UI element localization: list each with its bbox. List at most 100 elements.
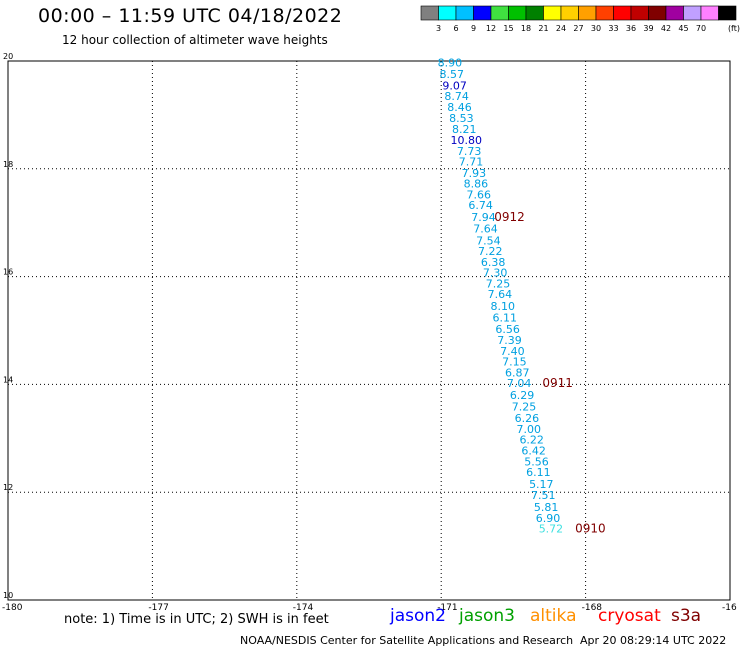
colorbar-unit: (ft) <box>728 24 740 33</box>
colorbar-swatch <box>683 5 702 21</box>
colorbar-label: 36 <box>626 24 636 33</box>
y-tick-label: 16 <box>3 268 13 277</box>
footer-note: note: 1) Time is in UTC; 2) SWH is in fe… <box>64 612 329 627</box>
swh-label: 7.15 <box>502 356 527 369</box>
colorbar-label: 15 <box>503 24 513 33</box>
y-tick-label: 18 <box>3 160 13 169</box>
swh-label: 6.90 <box>536 512 561 525</box>
swh-label: 9.07 <box>442 80 467 93</box>
swh-label: 7.22 <box>478 245 503 258</box>
time-label: 0911 <box>542 376 573 390</box>
colorbar-swatch <box>718 5 737 21</box>
colorbar-label: 42 <box>661 24 671 33</box>
colorbar-swatch <box>455 5 474 21</box>
swh-label: 6.26 <box>515 412 540 425</box>
swh-label: 7.71 <box>459 156 484 169</box>
colorbar-swatch <box>630 5 649 21</box>
y-tick-label: 20 <box>3 52 13 61</box>
colorbar-swatch <box>700 5 719 21</box>
colorbar-label: 6 <box>453 24 458 33</box>
swh-label: 8.57 <box>440 68 465 81</box>
colorbar-swatch <box>560 5 579 21</box>
swh-label: 8.90 <box>438 56 463 69</box>
swh-label: 8.74 <box>444 90 469 103</box>
swh-label: 10.80 <box>450 134 482 147</box>
swh-label: 6.56 <box>495 323 520 336</box>
colorbar-swatch <box>613 5 632 21</box>
swh-label: 6.11 <box>492 311 517 324</box>
swh-label: 8.46 <box>447 101 472 114</box>
swh-label: 7.25 <box>512 400 537 413</box>
swh-label: 6.42 <box>521 444 546 457</box>
colorbar-label: 30 <box>591 24 601 33</box>
generated-timestamp: Apr 20 08:29:14 UTC 2022 <box>580 634 727 647</box>
swh-label: 8.21 <box>452 123 477 136</box>
colorbar-label: 12 <box>486 24 496 33</box>
swh-label: 7.25 <box>486 277 511 290</box>
legend-jason2: jason2 <box>390 606 446 626</box>
colorbar-label: 21 <box>538 24 548 33</box>
colorbar-swatch <box>420 5 439 21</box>
colorbar-swatch <box>578 5 597 21</box>
colorbar-label: 18 <box>521 24 531 33</box>
swh-label: 7.94 <box>471 211 496 224</box>
colorbar-swatch <box>438 5 457 21</box>
y-tick-label: 14 <box>3 375 13 384</box>
legend-altika: altika <box>530 606 577 626</box>
swh-label: 6.22 <box>519 434 544 447</box>
swh-label: 7.66 <box>466 188 491 201</box>
legend-cryosat: cryosat <box>598 606 661 626</box>
swh-label: 7.40 <box>500 345 525 358</box>
swh-label: 6.74 <box>468 199 493 212</box>
x-tick-label: -16 <box>722 603 737 613</box>
swh-label: 7.54 <box>476 234 501 247</box>
y-tick-label: 12 <box>3 483 13 492</box>
swh-label: 7.73 <box>457 145 482 158</box>
x-tick-label: -180 <box>2 603 23 613</box>
swh-label: 5.81 <box>534 501 559 514</box>
colorbar-label: 70 <box>696 24 706 33</box>
time-label: 0910 <box>575 522 606 536</box>
credit-line: NOAA/NESDIS Center for Satellite Applica… <box>240 634 574 647</box>
swh-label: 6.87 <box>505 366 530 379</box>
x-tick-label: -177 <box>148 603 168 613</box>
chart-subtitle: 12 hour collection of altimeter wave hei… <box>62 33 328 47</box>
legend-s3a: s3a <box>671 606 702 626</box>
colorbar-swatch <box>490 5 509 21</box>
colorbar-label: 9 <box>471 24 476 33</box>
swh-label: 5.72 <box>539 523 564 536</box>
colorbar-label: 24 <box>556 24 566 33</box>
swh-label: 7.64 <box>473 222 498 235</box>
swh-label: 5.56 <box>524 455 549 468</box>
colorbar-swatch <box>543 5 562 21</box>
swh-label: 6.29 <box>510 389 535 402</box>
x-tick-label: -174 <box>293 603 314 613</box>
swh-label: 7.39 <box>497 334 522 347</box>
colorbar-label: 33 <box>608 24 618 33</box>
swh-label: 5.17 <box>529 478 554 491</box>
time-label: 0912 <box>494 210 525 224</box>
colorbar-swatch <box>665 5 684 21</box>
x-tick-label: -171 <box>437 603 457 613</box>
colorbar-swatch <box>525 5 544 21</box>
legend-jason3: jason3 <box>459 606 515 626</box>
swh-label: 7.64 <box>488 288 513 301</box>
swh-label: 7.00 <box>517 423 542 436</box>
colorbar-swatch <box>473 5 492 21</box>
swh-label: 6.38 <box>481 256 506 269</box>
x-tick-label: -168 <box>582 603 603 613</box>
colorbar-label: 3 <box>436 24 441 33</box>
chart-title: 00:00 – 11:59 UTC 04/18/2022 <box>38 5 343 27</box>
swh-label: 8.86 <box>464 178 489 191</box>
colorbar-swatch <box>595 5 614 21</box>
colorbar-swatch <box>508 5 527 21</box>
swh-label: 6.11 <box>526 466 551 479</box>
y-tick-label: 10 <box>3 591 13 600</box>
swh-label: 7.93 <box>462 167 487 180</box>
colorbar-swatch <box>648 5 667 21</box>
swh-label: 7.51 <box>531 489 556 502</box>
swh-label: 7.30 <box>483 267 508 280</box>
swh-label: 8.53 <box>449 112 474 125</box>
